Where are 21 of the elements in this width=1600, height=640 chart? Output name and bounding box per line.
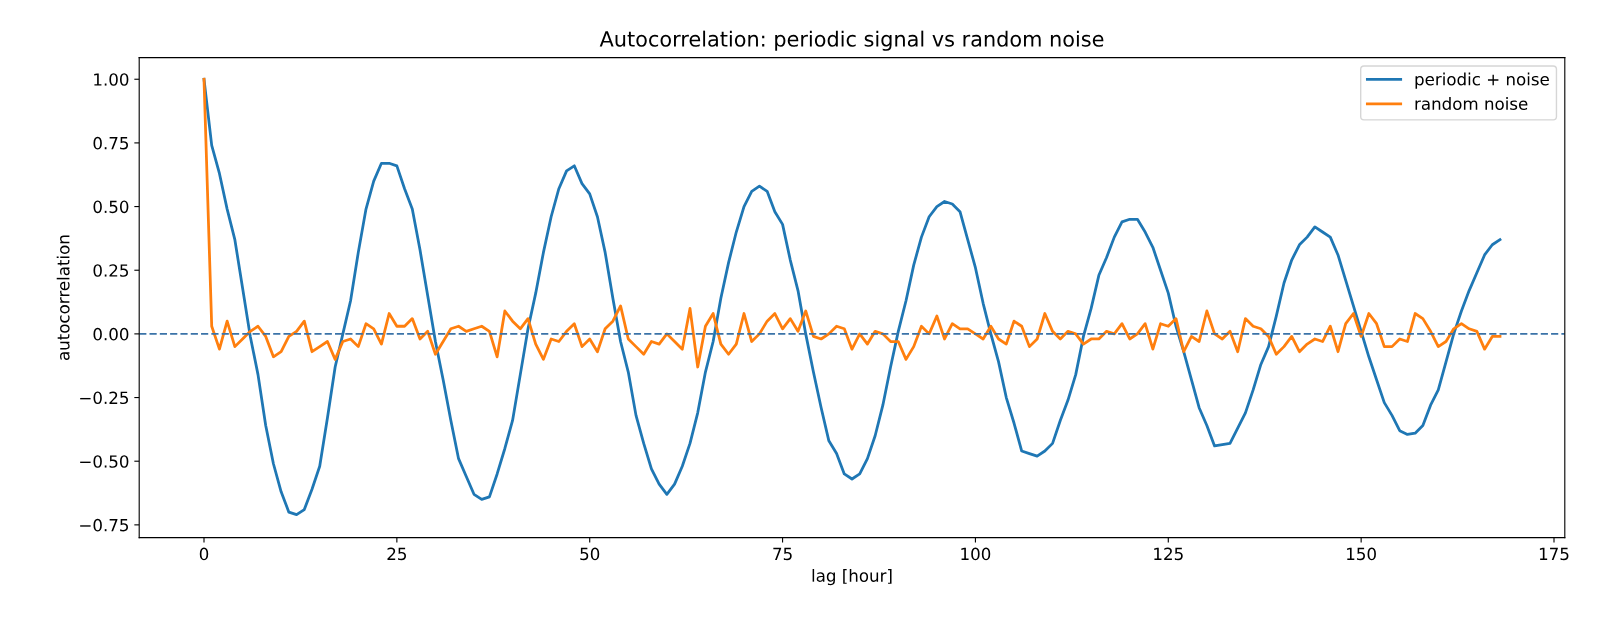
y-tick-label: 1.00 bbox=[94, 73, 129, 86]
y-tick-label: −0.25 bbox=[80, 391, 129, 405]
y-tick-label: 0.75 bbox=[93, 136, 129, 150]
x-tick-label: 150 bbox=[1347, 547, 1376, 561]
legend-label: periodic + noise bbox=[1415, 72, 1549, 89]
x-tick-label: 100 bbox=[961, 547, 991, 561]
chart-title: Autocorrelation: periodic signal vs random noise bbox=[599, 30, 1104, 51]
x-tick-label: 125 bbox=[1154, 547, 1183, 561]
x-tick-label: 50 bbox=[580, 547, 600, 561]
y-axis-title: autocorrelation bbox=[56, 235, 70, 361]
x-tick-label: 0 bbox=[199, 547, 209, 561]
y-tick-label: 0.00 bbox=[93, 327, 129, 341]
x-axis-title: lag [hour] bbox=[812, 569, 892, 586]
y-tick-label: 0.50 bbox=[93, 200, 129, 214]
x-tick-label: 25 bbox=[387, 547, 407, 561]
x-tick-label: 175 bbox=[1539, 547, 1569, 561]
legend-label: random noise bbox=[1415, 97, 1528, 110]
x-tick-label: 75 bbox=[773, 547, 792, 561]
y-tick-label: 0.25 bbox=[93, 264, 129, 277]
y-tick-label: −0.75 bbox=[80, 518, 129, 532]
y-tick-label: −0.50 bbox=[80, 455, 129, 468]
